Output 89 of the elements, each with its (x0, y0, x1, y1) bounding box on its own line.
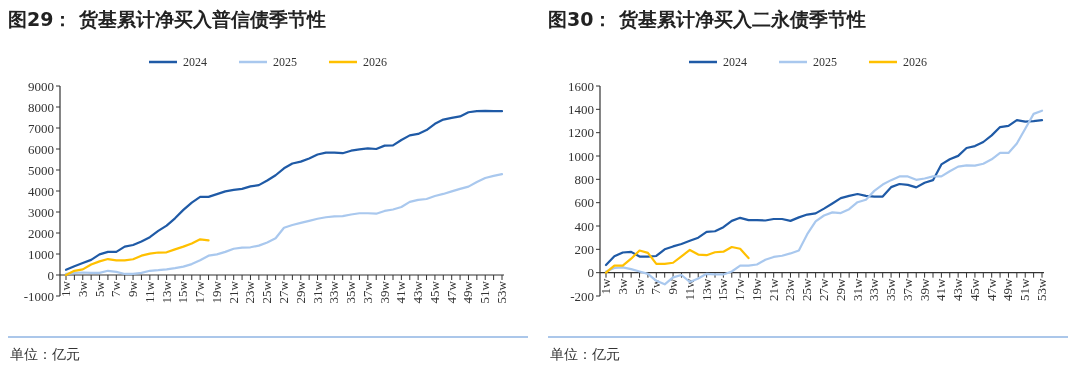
legend-label: 2026 (903, 55, 927, 69)
x-tick-label: 43w (950, 278, 966, 302)
x-tick-label: 1w (598, 278, 613, 295)
x-tick-label: 5w (91, 280, 107, 297)
x-tick-label: 47w (983, 278, 999, 302)
x-tick-label: 19w (748, 278, 764, 302)
y-tick-label: 400 (574, 218, 594, 234)
x-tick-label: 25w (799, 278, 815, 302)
x-tick-label: 9w (665, 278, 681, 295)
x-tick-label: 43w (410, 280, 426, 304)
x-tick-label: 29w (292, 280, 308, 304)
x-tick-label: 23w (782, 278, 798, 302)
x-tick-label: 3w (614, 278, 630, 295)
x-tick-label: 27w (816, 278, 831, 302)
x-tick-label: 33w (866, 278, 882, 302)
legend-label: 2024 (183, 55, 207, 69)
x-tick-label: 39w (376, 280, 392, 304)
y-tick-label: -1000 (23, 288, 54, 304)
line-series (64, 238, 210, 277)
y-tick-label: 0 (587, 265, 594, 281)
x-tick-label: 3w (74, 280, 90, 297)
legend-label: 2025 (273, 55, 297, 69)
x-tick-label: 49w (460, 280, 476, 304)
x-tick-label: 35w (883, 278, 899, 302)
x-tick-label: 21w (225, 280, 241, 304)
x-tick-label: 51w (477, 280, 493, 304)
line-series (64, 109, 504, 271)
x-tick-label: 9w (125, 280, 141, 297)
x-tick-label: 37w (899, 278, 915, 302)
x-tick-label: 53w (1034, 278, 1049, 302)
x-tick-label: 7w (108, 280, 124, 297)
legend-label: 2025 (813, 55, 837, 69)
text: 单位：亿元 (10, 346, 80, 362)
x-tick-label: 47w (443, 280, 459, 304)
x-tick-label: 23w (242, 280, 258, 304)
x-tick-label: 15w (175, 280, 191, 304)
x-tick-label: 15w (715, 278, 731, 302)
chart-title: 图29： 货基累计净买入普信债季节性 (8, 8, 327, 30)
x-tick-label: 37w (359, 280, 375, 304)
y-tick-label: 1000 (568, 148, 594, 164)
x-tick-label: 19w (208, 280, 224, 304)
x-tick-label: 5w (631, 278, 647, 295)
y-tick-label: 1400 (568, 101, 594, 117)
text: 单位：亿元 (550, 346, 620, 362)
line-series (604, 245, 750, 274)
chart-title: 图30： 货基累计净买入二永债季节性 (548, 8, 867, 30)
x-tick-label: 31w (849, 278, 865, 302)
x-tick-label: 53w (494, 280, 509, 304)
x-tick-label: 11w (681, 278, 697, 301)
y-tick-label: 800 (574, 171, 594, 187)
legend-label: 2024 (723, 55, 747, 69)
x-tick-label: 29w (832, 278, 848, 302)
x-tick-label: 1w (58, 280, 73, 297)
x-tick-label: 27w (276, 280, 291, 304)
x-tick-label: 39w (916, 278, 932, 302)
y-tick-label: 8000 (28, 99, 54, 115)
y-tick-label: 6000 (28, 141, 54, 157)
legend-label: 2026 (363, 55, 387, 69)
x-tick-label: 41w (933, 278, 949, 302)
y-tick-label: 600 (574, 195, 594, 211)
line-series (604, 119, 1044, 267)
x-tick-label: 13w (158, 280, 174, 304)
x-tick-label: 41w (393, 280, 409, 304)
x-tick-label: 13w (698, 278, 714, 302)
y-tick-label: 0 (47, 267, 54, 283)
y-tick-label: 200 (574, 241, 594, 257)
y-tick-label: 1600 (568, 78, 594, 94)
line-series (64, 173, 504, 276)
x-tick-label: 45w (966, 278, 982, 302)
y-tick-label: 9000 (28, 78, 54, 94)
x-tick-label: 31w (309, 280, 325, 304)
x-tick-label: 49w (1000, 278, 1016, 302)
y-tick-label: 4000 (28, 183, 54, 199)
y-tick-label: 5000 (28, 162, 54, 178)
x-tick-label: 17w (732, 278, 748, 302)
y-tick-label: 1200 (568, 125, 594, 141)
y-tick-label: 7000 (28, 120, 54, 136)
x-tick-label: 33w (326, 280, 342, 304)
y-tick-label: 3000 (28, 204, 54, 220)
x-tick-label: 35w (343, 280, 359, 304)
x-tick-label: 51w (1017, 278, 1033, 302)
y-tick-label: 1000 (28, 246, 54, 262)
y-tick-label: -200 (570, 288, 594, 304)
y-tick-label: 2000 (28, 225, 54, 241)
x-tick-label: 45w (426, 280, 442, 304)
x-tick-label: 21w (765, 278, 781, 302)
x-tick-label: 11w (141, 280, 157, 303)
x-tick-label: 17w (192, 280, 208, 304)
x-tick-label: 25w (259, 280, 275, 304)
